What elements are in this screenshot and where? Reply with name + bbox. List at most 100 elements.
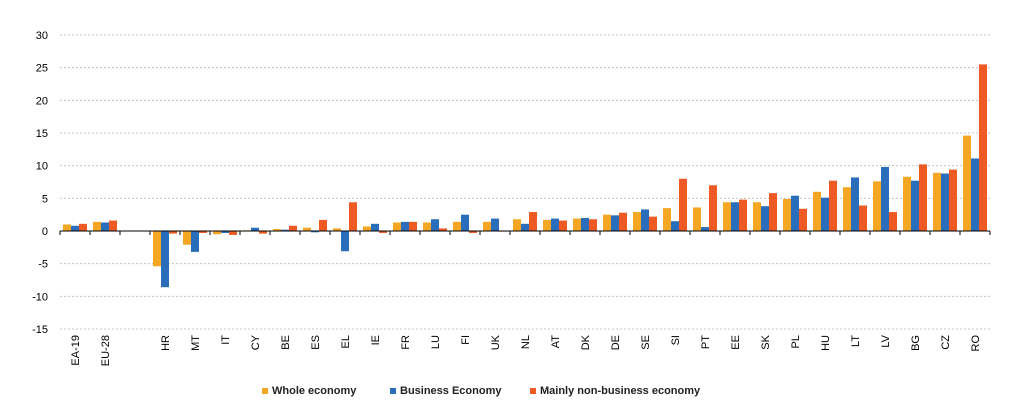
legend-label: Business Economy (400, 385, 502, 397)
bar (483, 221, 491, 231)
y-tick-label: -10 (32, 291, 48, 303)
legend: Whole economy Business Economy Mainly non-… (262, 385, 701, 397)
bar (791, 195, 799, 231)
legend-label: Whole economy (272, 385, 357, 397)
bar (911, 180, 919, 231)
bar (453, 221, 461, 231)
y-tick-label: 25 (36, 63, 48, 75)
bar (573, 218, 581, 231)
bar (963, 135, 971, 231)
legend-swatch (530, 388, 536, 394)
bar (71, 225, 79, 231)
bar (79, 223, 87, 231)
bar (671, 221, 679, 231)
bar (303, 227, 311, 231)
y-tick-label: 15 (36, 128, 48, 140)
gridlines (60, 34, 990, 330)
y-tick-label: 20 (36, 95, 48, 107)
bar (679, 178, 687, 231)
bar (933, 172, 941, 231)
x-tick-label: UK (490, 334, 502, 350)
bar (273, 229, 281, 231)
x-tick-label: IE (370, 335, 382, 345)
bar (581, 217, 589, 231)
bar (881, 166, 889, 231)
bar (649, 216, 657, 231)
bar (949, 169, 957, 231)
bar (543, 219, 551, 231)
bar (761, 206, 769, 231)
bar (439, 228, 447, 231)
bar (491, 218, 499, 231)
bar (461, 214, 469, 231)
bar (101, 222, 109, 231)
bar (513, 219, 521, 231)
bar (731, 202, 739, 231)
x-tick-label: BG (910, 335, 922, 351)
bar (183, 231, 191, 245)
bar (289, 225, 297, 231)
x-tick-label: MT (190, 335, 202, 351)
bar (821, 197, 829, 231)
x-tick-label: SK (760, 334, 772, 349)
bar (393, 222, 401, 231)
legend-label: Mainly non-business economy (540, 385, 701, 397)
bar (663, 208, 671, 231)
x-tick-label: SE (640, 335, 652, 350)
bar (633, 212, 641, 231)
bar (251, 227, 259, 231)
bar (889, 212, 897, 231)
legend-swatch (390, 388, 396, 394)
bar (859, 205, 867, 231)
bar (551, 218, 559, 231)
bar (379, 231, 387, 233)
bar (229, 231, 237, 235)
bar (169, 231, 177, 234)
bar (281, 229, 289, 231)
x-tick-label: IT (220, 335, 232, 345)
bar (843, 187, 851, 231)
bar (371, 223, 379, 231)
bar (221, 231, 229, 233)
bar (109, 220, 117, 231)
bar (529, 212, 537, 231)
x-tick-label: FI (460, 335, 472, 345)
bar (851, 177, 859, 231)
bar (349, 202, 357, 231)
bar (341, 231, 349, 252)
y-tick-label: 5 (42, 193, 48, 205)
bar (363, 226, 371, 231)
y-tick-label: -15 (32, 324, 48, 336)
x-tick-label: EL (340, 335, 352, 348)
legend-swatch (262, 388, 268, 394)
bar (559, 220, 567, 231)
bar (431, 219, 439, 231)
x-tick-label: LU (430, 335, 442, 349)
x-tick-label: FR (400, 335, 412, 350)
bar (93, 221, 101, 231)
bar (423, 222, 431, 231)
bar (611, 215, 619, 231)
bar (903, 176, 911, 231)
y-tick-label: 0 (42, 226, 48, 238)
x-tick-label: AT (550, 335, 562, 349)
bar (401, 221, 409, 231)
bar (63, 224, 71, 231)
x-tick-label: BE (280, 335, 292, 350)
bar (333, 228, 341, 231)
x-tick-label: LT (850, 335, 862, 347)
bar (589, 219, 597, 231)
x-tick-label: DK (580, 334, 592, 350)
bar (259, 231, 267, 234)
bars (63, 64, 987, 288)
bar (603, 214, 611, 231)
bar (311, 231, 319, 233)
x-tick-label: HU (820, 335, 832, 351)
bar (813, 191, 821, 231)
bar (919, 164, 927, 231)
x-tick-label: PL (790, 335, 802, 348)
x-tick-label: ES (310, 335, 322, 350)
bar (153, 231, 161, 267)
y-tick-label: 30 (36, 30, 48, 42)
